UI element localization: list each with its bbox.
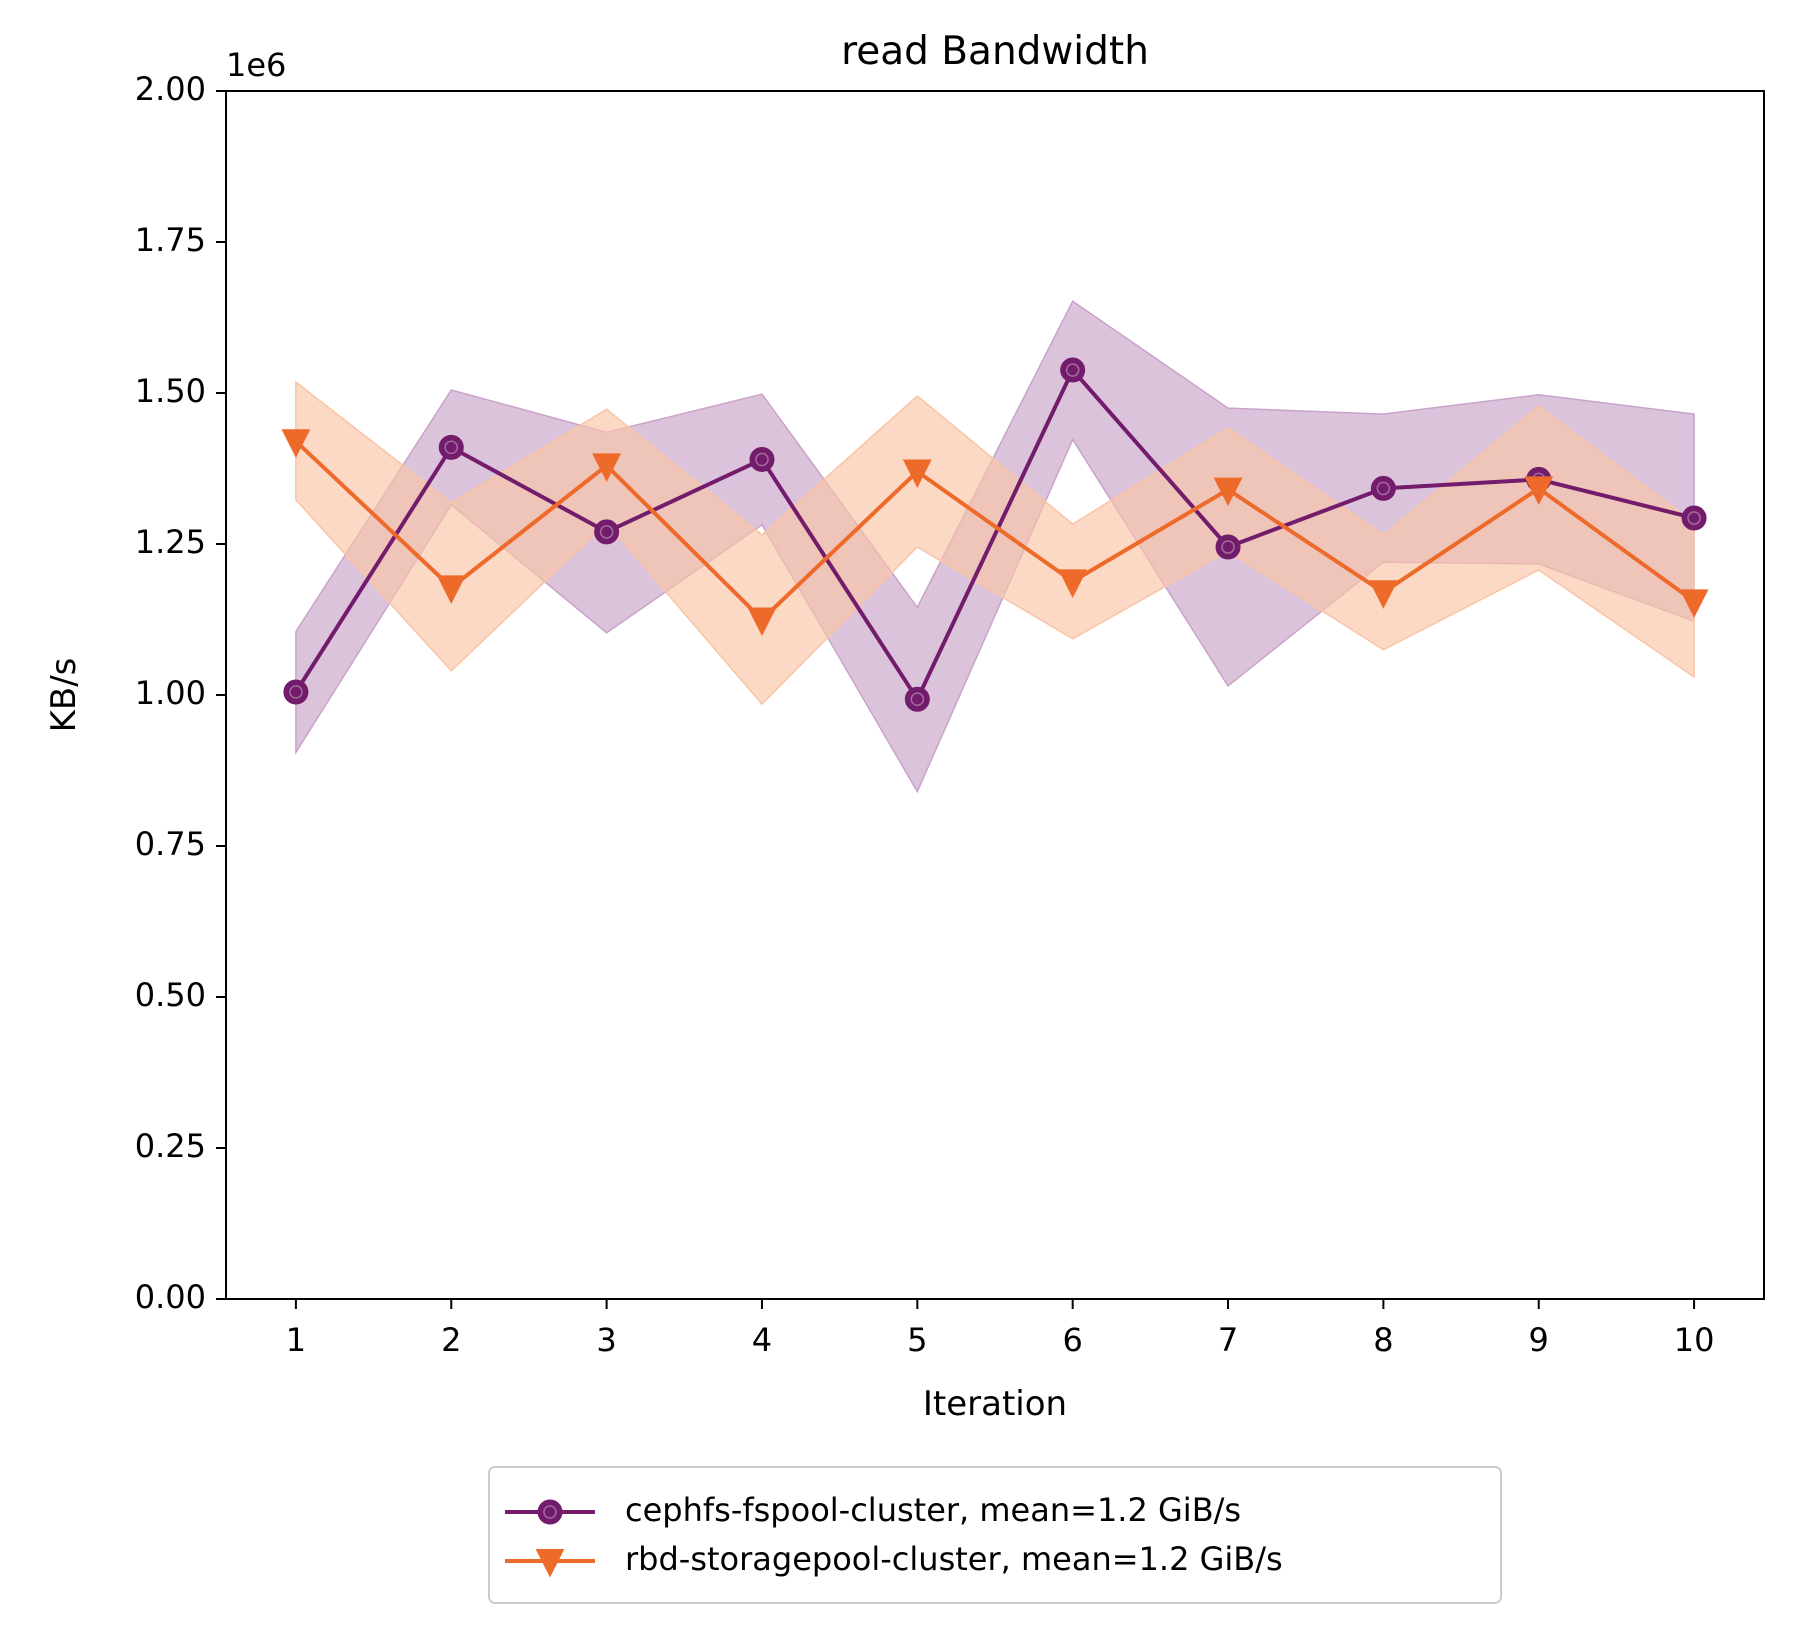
legend-marker-0	[537, 1499, 563, 1525]
point-series-0-2	[438, 434, 464, 460]
x-tick-label-5: 5	[907, 1321, 927, 1359]
x-tick-label-4: 4	[752, 1321, 772, 1359]
y-tick-label-3: 0.75	[135, 825, 206, 863]
point-series-0-4	[749, 446, 775, 472]
band-series-1	[295, 380, 1695, 706]
x-tick-label-6: 6	[1062, 1321, 1082, 1359]
point-series-0-10-ring	[1687, 511, 1701, 525]
point-series-0-6	[1060, 357, 1086, 383]
point-series-0-6-ring	[1065, 363, 1080, 377]
y-tick-label-8: 2.00	[135, 70, 206, 108]
point-series-0-3	[594, 519, 620, 545]
legend: cephfs-fspool-cluster, mean=1.2 GiB/s rb…	[488, 1466, 1502, 1604]
point-series-1-9	[1524, 476, 1554, 505]
point-series-1-6	[1058, 569, 1088, 598]
y-axis-label: KB/s	[44, 658, 84, 733]
y-tick-label-1: 0.25	[135, 1127, 206, 1165]
point-series-0-10	[1681, 505, 1707, 531]
point-series-1-2	[436, 575, 466, 605]
point-series-1-7	[1213, 477, 1243, 507]
y-offset-label: 1e6	[226, 46, 286, 84]
point-series-1-10	[1679, 589, 1709, 618]
legend-marker-0-ring	[543, 1505, 557, 1519]
point-series-1-8	[1368, 580, 1398, 609]
legend-box	[488, 1466, 1502, 1604]
line-series-0	[294, 368, 1695, 702]
y-tick-label-4: 1.00	[135, 674, 206, 712]
point-series-0-3-ring	[599, 525, 614, 539]
y-tick-label-2: 0.50	[135, 976, 206, 1014]
x-tick-label-7: 7	[1218, 1321, 1238, 1359]
legend-marker-1	[535, 1548, 565, 1578]
chart-title: read Bandwidth	[841, 29, 1149, 74]
point-series-0-8	[1370, 475, 1396, 501]
point-series-0-1	[283, 679, 309, 705]
line-series-1	[294, 439, 1696, 622]
point-series-1-1	[281, 429, 311, 458]
x-tick-label-8: 8	[1373, 1321, 1393, 1359]
legend-label-rbd: rbd-storagepool-cluster, mean=1.2 GiB/s	[625, 1540, 1283, 1578]
x-axis: 1 2 3 4 5 6 7 8 9 10	[286, 1299, 1715, 1359]
y-tick-label-5: 1.25	[135, 523, 206, 561]
point-series-1-5	[902, 459, 932, 489]
plot-frame	[225, 90, 1765, 1300]
point-series-0-2-ring	[444, 440, 459, 455]
x-tick-label-2: 2	[441, 1321, 461, 1359]
point-series-0-7	[1215, 534, 1241, 560]
series-markers	[281, 357, 1709, 712]
y-tick-label-7: 1.75	[135, 221, 206, 259]
x-tick-label-10: 10	[1674, 1321, 1715, 1359]
x-tick-label-1: 1	[286, 1321, 306, 1359]
y-axis: 0.00 0.25 0.50 0.75 1.00 1.25 1.50 1.75 2.00	[135, 70, 226, 1316]
y-tick-label-6: 1.50	[135, 372, 206, 410]
y-tick-label-0: 0.00	[135, 1278, 206, 1316]
point-series-0-4-ring	[755, 452, 769, 467]
point-series-0-5-ring	[910, 692, 925, 707]
point-series-0-8-ring	[1376, 481, 1391, 496]
point-series-1-4	[747, 607, 777, 637]
x-tick-label-9: 9	[1529, 1321, 1549, 1359]
point-series-0-5	[904, 686, 930, 712]
x-tick-label-3: 3	[596, 1321, 616, 1359]
point-series-1-3	[592, 453, 622, 483]
legend-label-cephfs: cephfs-fspool-cluster, mean=1.2 GiB/s	[625, 1491, 1241, 1529]
x-axis-label: Iteration	[923, 1384, 1067, 1424]
confidence-bands	[295, 300, 1695, 794]
point-series-0-7-ring	[1221, 540, 1235, 554]
series-lines	[294, 368, 1696, 702]
point-series-0-1-ring	[289, 685, 303, 699]
